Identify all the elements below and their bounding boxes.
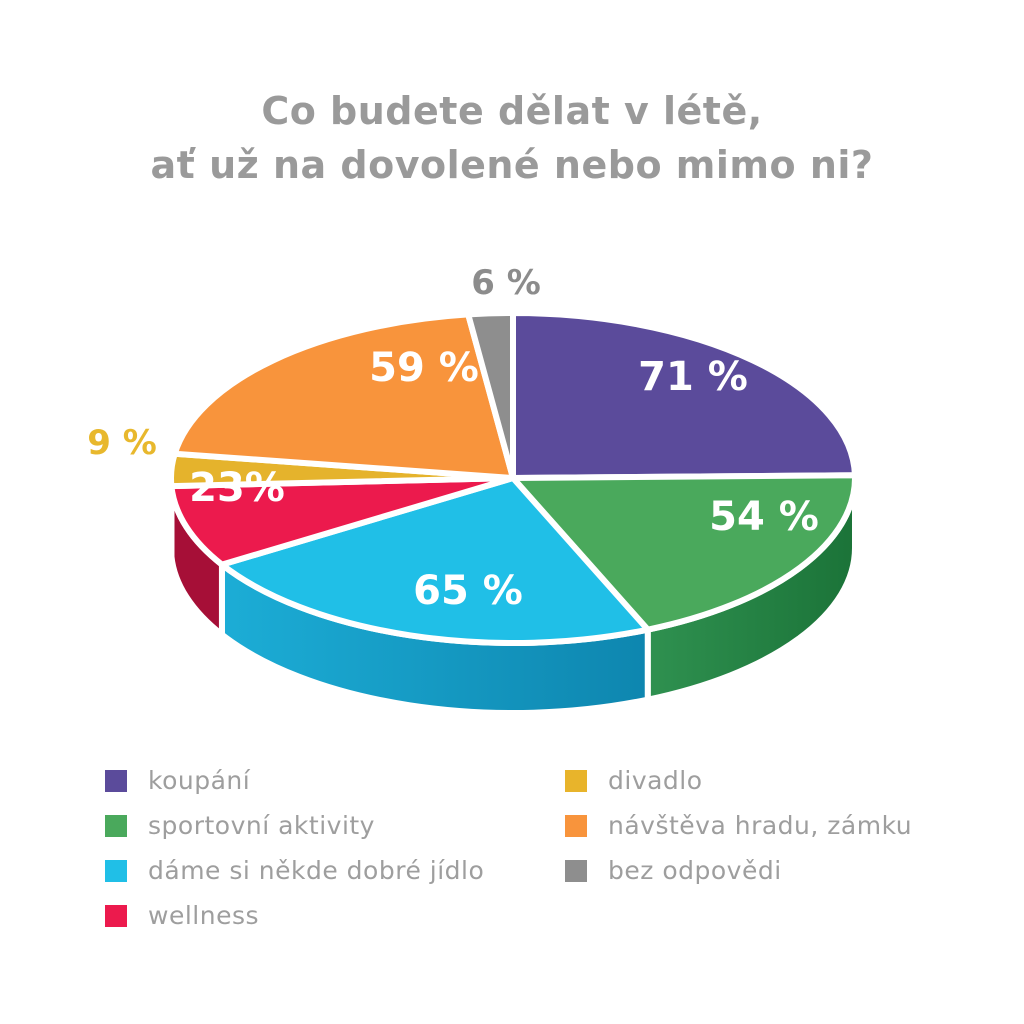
- legend-left-column: koupání sportovní aktivity dáme si někde d…: [105, 758, 484, 938]
- legend-label: sportovní aktivity: [148, 811, 375, 840]
- chart-title-line-1: Co budete dělat v létě,: [261, 89, 763, 133]
- pie-slice-top-0: [510, 310, 858, 481]
- slice-value-label-6: 6 %: [471, 263, 541, 303]
- legend-item: bez odpovědi: [565, 848, 912, 893]
- chart-title-line-2: ať už na dovolené nebo mimo ni?: [150, 143, 874, 187]
- legend-label: koupání: [148, 766, 251, 795]
- legend-item: wellness: [105, 893, 484, 938]
- legend-item: divadlo: [565, 758, 912, 803]
- legend-label: návštěva hradu, zámku: [608, 811, 913, 840]
- pie-slice-top-3: [168, 475, 516, 568]
- legend-right-column: divadlo návštěva hradu, zámku bez odpovědi: [565, 758, 912, 893]
- legend-label: divadlo: [608, 766, 703, 795]
- chart-title: Co budete dělat v létě, ať už na dovolen…: [0, 84, 1024, 192]
- legend-label: wellness: [148, 901, 259, 930]
- legend-swatch: [105, 769, 127, 792]
- slice-value-label-3: 23%: [189, 465, 285, 511]
- legend-label: bez odpovědi: [608, 856, 782, 885]
- slice-value-label-0: 71 %: [638, 354, 748, 400]
- legend-item: dáme si někde dobré jídlo: [105, 848, 484, 893]
- legend-label: dáme si někde dobré jídlo: [148, 856, 485, 885]
- pie-slice-top-2: [218, 475, 651, 646]
- legend-swatch: [565, 814, 587, 837]
- legend-swatch: [565, 859, 587, 882]
- pie-slice-top-1: [510, 472, 858, 633]
- legend-item: sportovní aktivity: [105, 803, 484, 848]
- slice-value-label-1: 54 %: [709, 494, 819, 540]
- legend-swatch: [105, 859, 127, 882]
- slice-value-label-5: 59 %: [369, 345, 479, 391]
- pie-slice-top-6: [465, 310, 516, 481]
- pie-slice-top-5: [171, 311, 516, 481]
- legend-swatch: [565, 769, 587, 792]
- legend-item: koupání: [105, 758, 484, 803]
- slice-value-label-2: 65 %: [413, 568, 523, 614]
- legend-swatch: [105, 814, 127, 837]
- legend-item: návštěva hradu, zámku: [565, 803, 912, 848]
- slice-value-label-4: 9 %: [87, 423, 157, 463]
- legend-swatch: [105, 904, 127, 927]
